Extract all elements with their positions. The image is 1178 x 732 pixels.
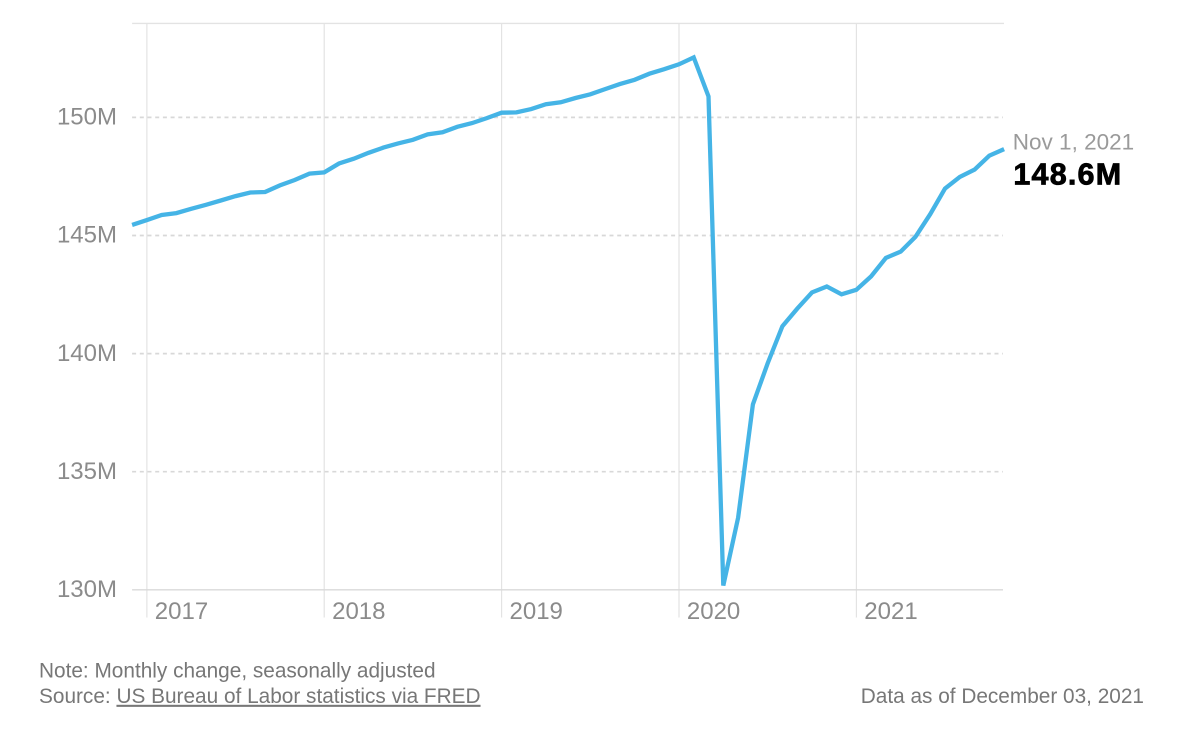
svg-text:130M: 130M: [57, 576, 117, 603]
svg-text:148.6M: 148.6M: [1013, 158, 1122, 192]
svg-text:Data as of December 03, 2021: Data as of December 03, 2021: [861, 685, 1144, 708]
svg-text:150M: 150M: [57, 104, 117, 131]
svg-text:2017: 2017: [155, 598, 208, 625]
svg-text:140M: 140M: [57, 340, 117, 367]
svg-text:Note: Monthly change, seasonal: Note: Monthly change, seasonally adjuste…: [39, 660, 436, 683]
svg-text:Source: US Bureau of Labor sta: Source: US Bureau of Labor statistics vi…: [39, 685, 481, 708]
svg-text:2018: 2018: [332, 598, 385, 625]
svg-text:145M: 145M: [57, 222, 117, 249]
svg-text:2020: 2020: [687, 598, 740, 625]
svg-text:135M: 135M: [57, 458, 117, 485]
svg-text:2021: 2021: [864, 598, 917, 625]
svg-text:2019: 2019: [510, 598, 563, 625]
svg-text:Nov 1, 2021: Nov 1, 2021: [1013, 129, 1134, 154]
